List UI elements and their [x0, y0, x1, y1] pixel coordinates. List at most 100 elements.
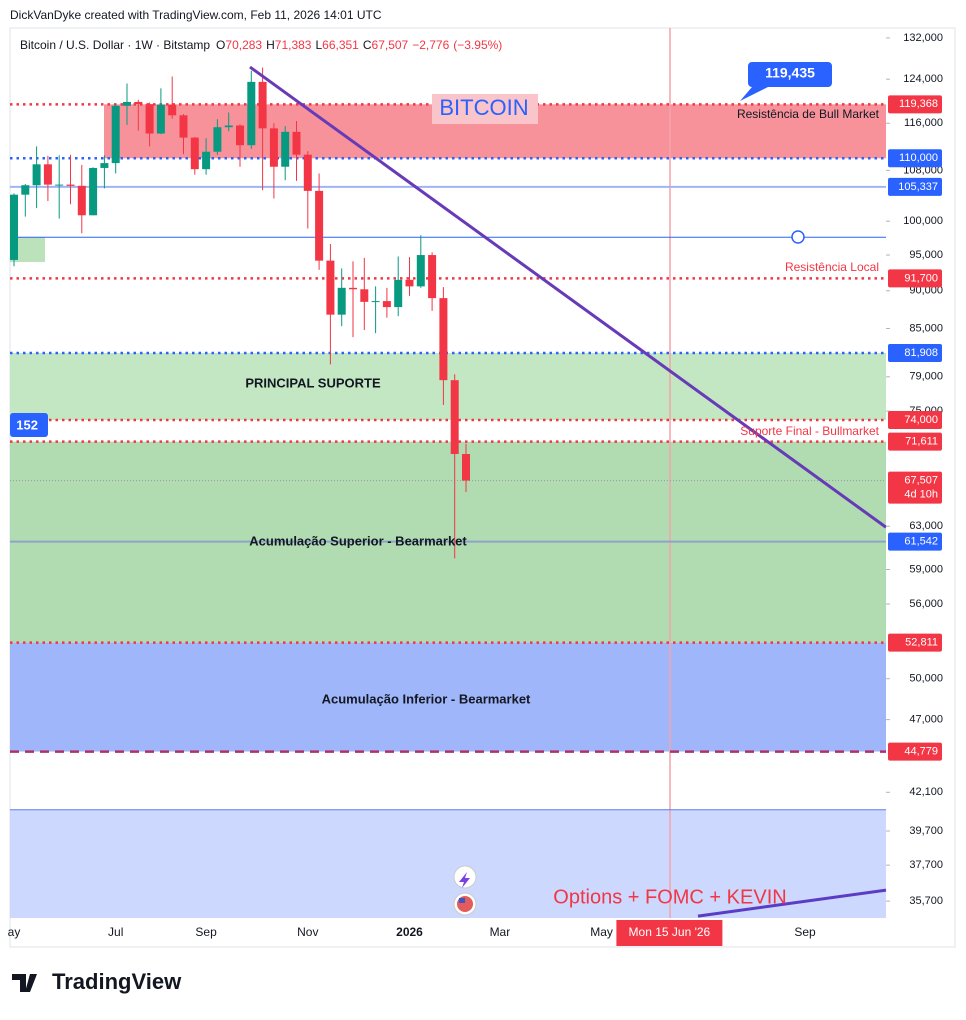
chart-title: BITCOIN — [439, 95, 528, 120]
y-tick-label: 108,000 — [903, 164, 943, 176]
legend-key: O — [216, 38, 225, 52]
zone — [10, 809, 886, 918]
price-label: 71,611 — [905, 436, 938, 448]
change: −2,776 — [412, 38, 449, 52]
x-tick-label: Sep — [794, 925, 816, 939]
candle-body — [269, 128, 278, 167]
trendlines — [249, 65, 887, 918]
y-tick-label: 116,000 — [904, 117, 943, 129]
annotation: Resistência Local — [785, 260, 879, 274]
crosshair-time-box — [616, 920, 723, 946]
candle-body — [10, 194, 18, 260]
legend: Bitcoin / U.S. Dollar · 1W · Bitstamp O70… — [20, 38, 502, 52]
y-tick-label: 100,000 — [903, 215, 943, 227]
callout-label: 119,435 — [765, 65, 815, 81]
y-tick-label: 85,000 — [909, 322, 943, 334]
flag-icon-glyph — [459, 898, 465, 903]
legend-value: 67,507 — [372, 38, 409, 52]
y-tick-label: 47,000 — [909, 714, 943, 726]
time-axis: ay Jul Sep Nov 2026 Mar May Mon 15 Jun '26 Sep — [8, 920, 816, 946]
candle-body — [292, 131, 301, 155]
annotation: Suporte Final - Bullmarket — [740, 424, 879, 438]
candle-body — [394, 279, 403, 308]
trendline — [697, 888, 887, 918]
price-label: 91,700 — [904, 272, 938, 284]
candle-body — [281, 131, 290, 167]
candle-body — [258, 81, 267, 129]
legend: Bitcoin / U.S. Dollar · 1W · Bitstamp O70… — [20, 38, 502, 52]
price-label: 119,368 — [899, 98, 938, 110]
price-label: 61,542 — [904, 536, 938, 548]
candle-body — [21, 185, 30, 195]
line-handle[interactable] — [791, 230, 805, 244]
legend-value: 70,283 — [225, 38, 262, 52]
price-label: 52,811 — [905, 637, 938, 649]
symbol: Bitcoin / U.S. Dollar · 1W · Bitstamp — [20, 38, 210, 52]
candles — [10, 67, 470, 559]
y-tick-label: 59,000 — [909, 563, 943, 575]
candle-body — [382, 301, 391, 308]
y-tick-label: 50,000 — [909, 673, 943, 685]
title-bg — [432, 94, 538, 124]
legend-key: L — [315, 38, 322, 52]
candle-body — [213, 127, 222, 152]
price-label: 81,908 — [904, 347, 938, 359]
price-label-box — [888, 95, 942, 114]
price-label-box — [888, 149, 942, 168]
change-percent: (−3.95%) — [453, 38, 502, 52]
x-tick-label: ay — [8, 925, 21, 939]
price-label: 105,337 — [898, 181, 938, 193]
candle-body — [202, 151, 211, 170]
candle-body — [428, 255, 437, 299]
y-tick-label: 63,000 — [909, 520, 943, 532]
legend-key: C — [363, 38, 372, 52]
annotation: Acumulação Superior - Bearmarket — [249, 533, 467, 548]
countdown: 4d 10h — [904, 488, 938, 500]
candle-body — [190, 137, 199, 170]
candle-body — [360, 289, 369, 302]
price-label: 74,000 — [904, 414, 938, 426]
candle-body — [450, 380, 459, 454]
x-tick-label: May — [590, 925, 613, 939]
x-tick-label: Sep — [195, 925, 217, 939]
candle-body — [349, 287, 357, 290]
logo-dot — [29, 975, 35, 981]
y-tick-label: 124,000 — [903, 73, 943, 85]
price-label-box — [888, 633, 942, 652]
candle-body — [326, 260, 335, 315]
price-label: 110,000 — [899, 152, 938, 164]
candle-body — [371, 301, 380, 303]
zone — [10, 642, 886, 752]
event-icon-glyph — [459, 872, 470, 888]
price-axis: 132,000 124,000 116,000 108,000 100,000 95,00… — [886, 32, 943, 907]
candle-body — [156, 104, 165, 134]
price-label-box — [888, 410, 942, 429]
annotation: Options + FOMC + KEVIN — [553, 886, 786, 908]
candle-body — [462, 453, 470, 481]
price-label: 67,507 — [904, 474, 938, 486]
price-label-box — [888, 432, 942, 451]
candle-body — [66, 184, 75, 186]
legend-key: H — [266, 38, 275, 52]
x-tick-label: 2026 — [396, 925, 423, 939]
candle-body — [55, 184, 64, 186]
x-tick-label: Nov — [297, 925, 318, 939]
candle-body — [405, 279, 414, 287]
left-tag: 152 — [16, 417, 38, 432]
candle-body — [134, 101, 143, 105]
candle-body — [43, 164, 52, 185]
y-tick-label: 42,100 — [909, 786, 943, 798]
candle-body — [315, 190, 324, 261]
candle-body — [439, 298, 448, 381]
price-label-box — [888, 177, 942, 196]
candle-body — [32, 164, 41, 186]
legend-value: 66,351 — [322, 38, 359, 52]
candle-body — [145, 104, 154, 134]
header: DickVanDyke created with TradingView.com… — [10, 8, 382, 22]
price-label-box — [888, 471, 942, 504]
legend-value: 71,383 — [275, 38, 312, 52]
price-label-box — [888, 343, 942, 362]
candle-body — [337, 287, 346, 315]
x-tick-label: Jul — [108, 925, 123, 939]
